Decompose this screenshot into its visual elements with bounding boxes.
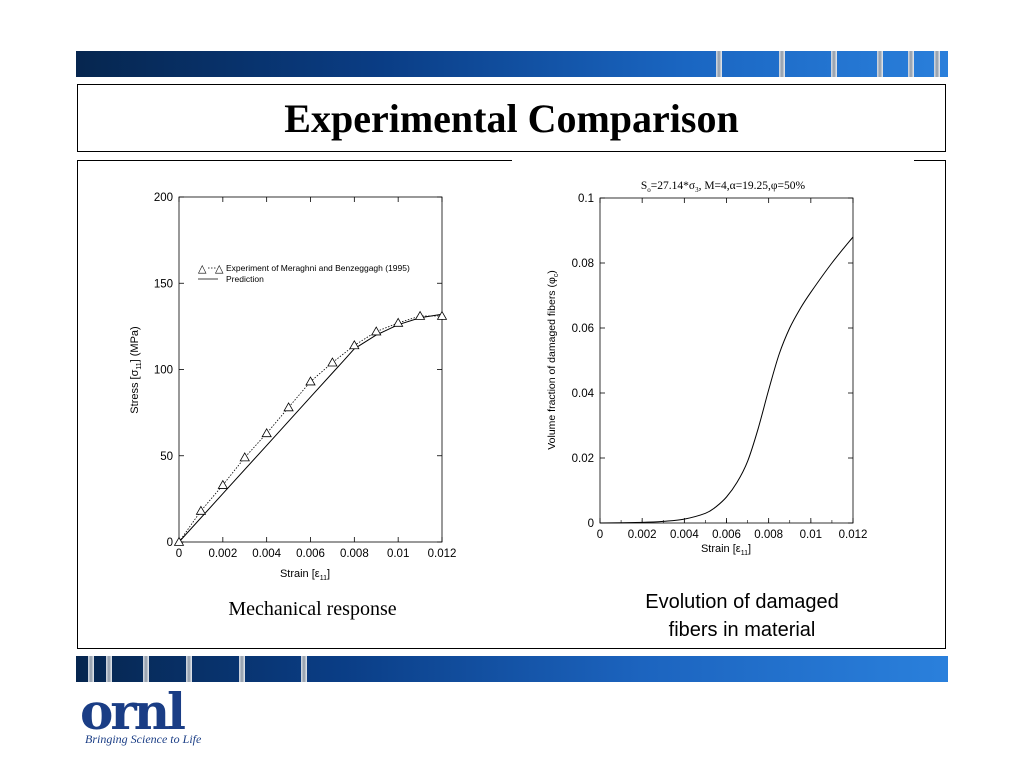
x-axis-label: Strain [ε11] <box>280 568 330 582</box>
x-axis-label: Strain [ε11] <box>701 543 751 557</box>
y-tick-label: 0 <box>588 518 594 530</box>
caption-line-1: Evolution of damaged <box>645 591 839 613</box>
title-frame: Experimental Comparison <box>77 84 946 152</box>
x-tick-label: 0 <box>597 529 603 541</box>
x-tick-label: 0.008 <box>340 548 369 560</box>
band-divider <box>106 656 112 682</box>
ornl-logo: ornl <box>80 682 186 741</box>
band-divider <box>908 51 914 77</box>
legend-marker-triangle: △ <box>198 262 207 275</box>
x-tick-label: 0.006 <box>712 529 741 541</box>
x-tick-label: 0.01 <box>387 548 409 560</box>
plot-area <box>178 196 443 543</box>
series-line-prediction <box>599 236 854 524</box>
data-point-triangle <box>195 505 207 515</box>
footer-band <box>76 656 948 682</box>
series-line-experiment <box>178 315 442 543</box>
x-tick-label: 0.012 <box>839 529 868 541</box>
band-divider <box>239 656 245 682</box>
plot-area <box>599 197 854 524</box>
y-tick-label: 150 <box>154 278 173 290</box>
y-tick-label: 0.1 <box>578 193 594 205</box>
x-tick-label: 0.01 <box>800 529 822 541</box>
data-point-triangle <box>217 479 229 489</box>
band-divider <box>186 656 192 682</box>
chart-legend: △ △ Experiment of Meraghni and Benzeggag… <box>198 262 410 284</box>
header-band <box>76 51 948 77</box>
y-tick-label: 100 <box>154 365 173 377</box>
band-divider <box>831 51 837 77</box>
legend-marker-triangle: △ <box>215 262 224 275</box>
series-line-prediction <box>178 313 443 543</box>
band-divider <box>779 51 785 77</box>
caption-mechanical-response: Mechanical response <box>228 598 397 620</box>
data-point-triangle <box>239 452 250 462</box>
y-tick-label: 200 <box>154 192 173 204</box>
content-frame <box>77 160 946 649</box>
legend-label-experiment: Experiment of Meraghni and Benzeggagh (1… <box>226 263 410 273</box>
data-point-triangle <box>173 536 185 546</box>
legend-label-prediction: Prediction <box>226 274 264 284</box>
data-point-triangle <box>349 340 360 350</box>
x-tick-label: 0.002 <box>208 548 237 560</box>
y-tick-label: 0 <box>167 537 173 549</box>
band-divider <box>716 51 722 77</box>
x-tick-label: 0.012 <box>428 548 457 560</box>
y-axis-label: Volume fraction of damaged fibers (φc) <box>546 270 560 450</box>
x-tick-label: 0.002 <box>628 529 657 541</box>
y-tick-label: 0.04 <box>572 388 595 400</box>
caption-damaged-fibers: Evolution of damaged fibers in material <box>606 588 878 644</box>
y-axis-label: Stress [σ11] (MPa) <box>129 326 143 413</box>
x-tick-label: 0.004 <box>670 529 699 541</box>
stress-strain-chart: 0 0.002 0.004 0.006 0.008 0.01 0.012 0 50 100 150 2… <box>129 192 457 582</box>
frame-gap <box>512 159 914 163</box>
y-tick-label: 50 <box>160 451 173 463</box>
data-point-triangle <box>436 310 448 320</box>
data-point-triangle <box>283 402 294 412</box>
data-point-triangle <box>327 357 338 367</box>
logo-tagline: Bringing Science to Life <box>85 732 202 746</box>
x-tick-label: 0 <box>176 548 182 560</box>
band-divider <box>88 656 94 682</box>
chart-title: So=27.14*σ3, M=4,α=19.25,φ=50% <box>641 180 806 194</box>
band-divider <box>143 656 149 682</box>
data-point-triangle <box>261 428 272 438</box>
x-tick-label: 0.008 <box>754 529 783 541</box>
caption-line-2: fibers in material <box>668 619 816 641</box>
y-tick-label: 0.02 <box>572 453 594 465</box>
band-divider <box>934 51 940 77</box>
page-title: Experimental Comparison <box>284 95 739 141</box>
y-tick-label: 0.06 <box>572 323 594 335</box>
band-divider <box>301 656 307 682</box>
data-point-triangle <box>305 376 316 386</box>
band-divider <box>877 51 883 77</box>
damaged-fibers-chart: 0 0.002 0.004 0.006 0.008 0.01 0.012 0 0.02 0.04 0… <box>546 180 868 557</box>
data-point-triangle <box>371 326 382 336</box>
x-tick-label: 0.004 <box>252 548 281 560</box>
data-point-triangle <box>414 310 426 320</box>
x-tick-label: 0.006 <box>296 548 325 560</box>
y-tick-label: 0.08 <box>572 258 594 270</box>
data-point-triangle <box>392 317 404 327</box>
